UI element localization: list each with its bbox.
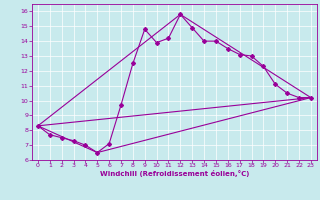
X-axis label: Windchill (Refroidissement éolien,°C): Windchill (Refroidissement éolien,°C) bbox=[100, 170, 249, 177]
